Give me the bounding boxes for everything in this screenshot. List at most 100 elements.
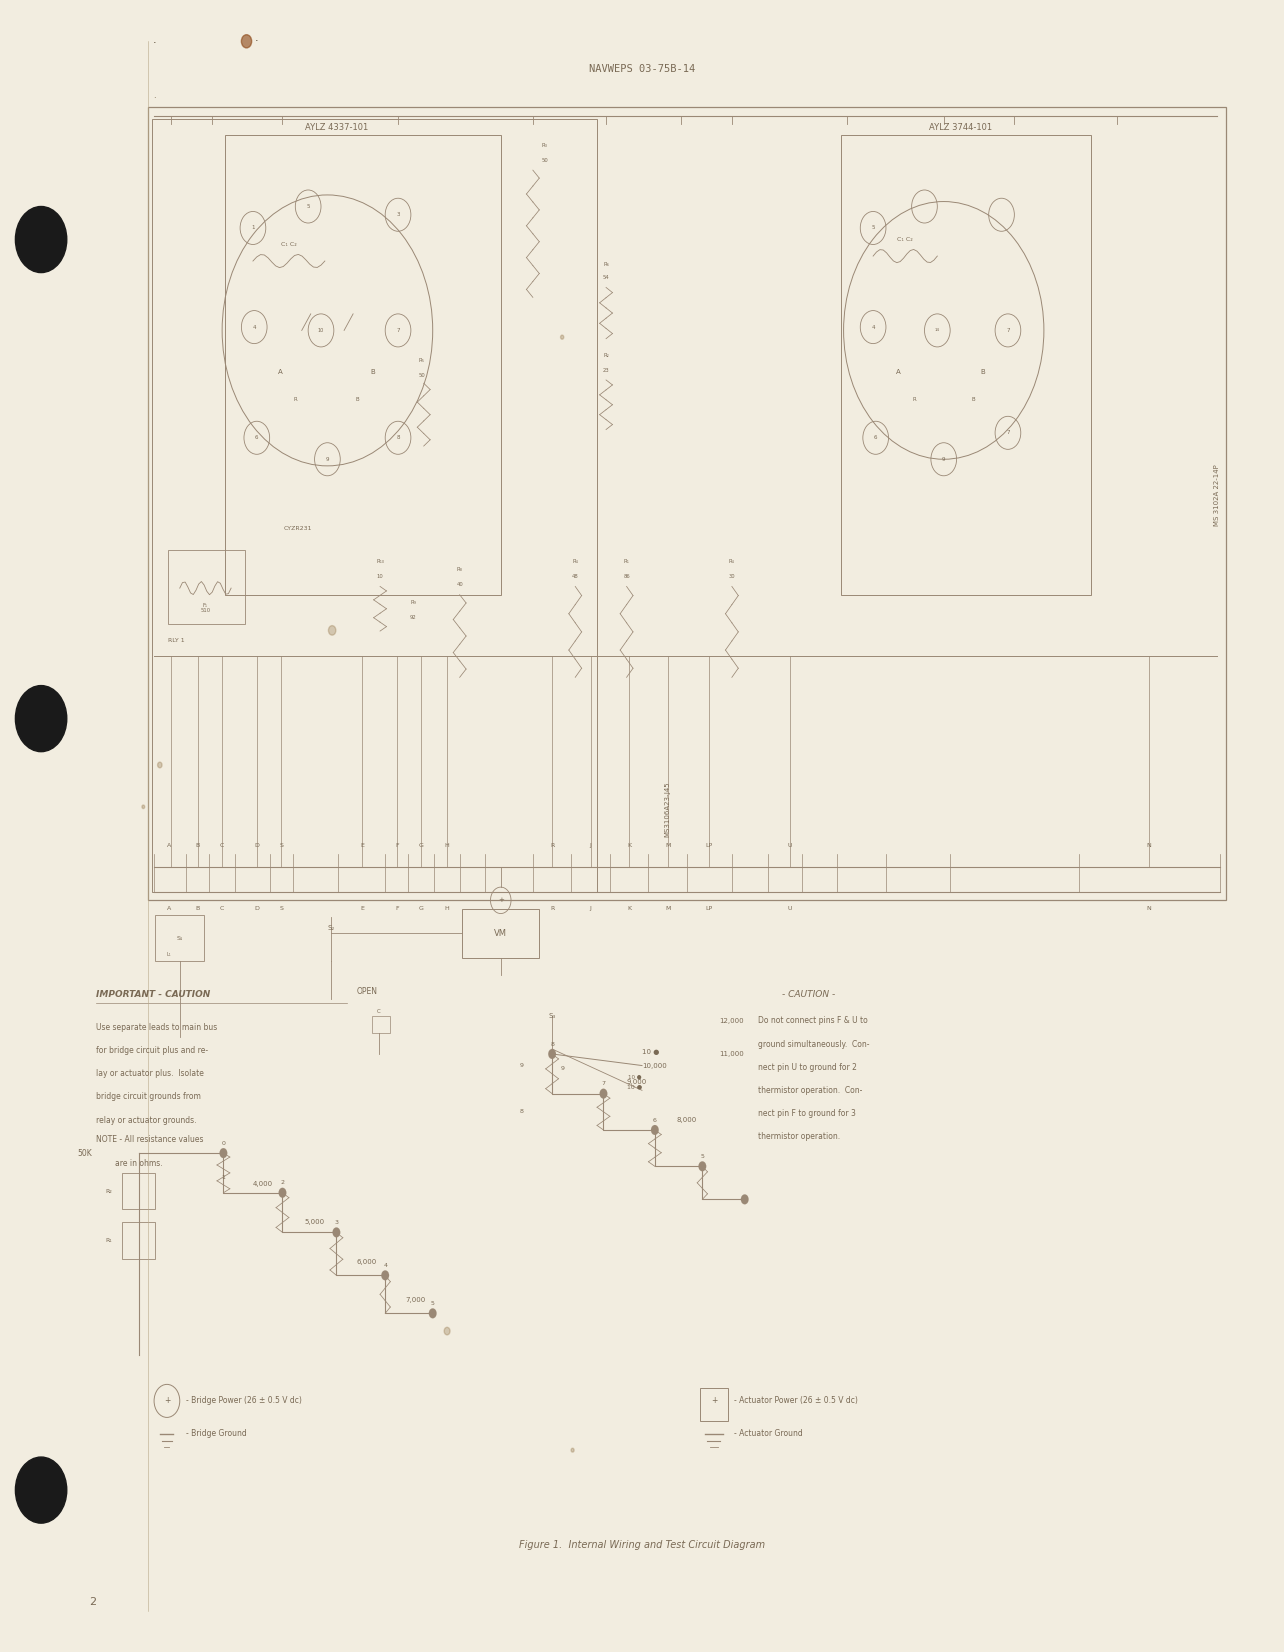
Circle shape (279, 1188, 286, 1198)
Text: relay or actuator grounds.: relay or actuator grounds. (96, 1115, 196, 1125)
Text: 1: 1 (221, 1175, 226, 1181)
Text: F₁
510: F₁ 510 (200, 603, 211, 613)
Text: 5: 5 (430, 1300, 435, 1307)
Text: VM: VM (494, 928, 507, 938)
Text: B: B (972, 396, 975, 403)
Bar (148, 107, 1226, 900)
Circle shape (241, 35, 252, 48)
Circle shape (698, 1161, 706, 1171)
Bar (462, 909, 539, 958)
Text: MS 3102A 22-14P: MS 3102A 22-14P (1215, 464, 1220, 527)
Text: S: S (279, 843, 284, 849)
Text: 9: 9 (560, 1066, 565, 1072)
Text: 10 ●: 10 ● (628, 1074, 642, 1080)
Text: R: R (913, 396, 915, 403)
Text: 40: 40 (456, 582, 464, 588)
Text: 8: 8 (397, 434, 399, 441)
Text: ·: · (153, 94, 155, 104)
Text: D: D (254, 843, 259, 849)
Text: 9: 9 (520, 1062, 524, 1069)
Circle shape (571, 1449, 574, 1452)
Text: 4,000: 4,000 (253, 1181, 273, 1188)
Text: R₃: R₃ (542, 142, 548, 149)
Circle shape (329, 626, 336, 634)
Circle shape (15, 686, 67, 752)
Text: NAVWEPS 03-75B-14: NAVWEPS 03-75B-14 (589, 64, 695, 74)
Circle shape (600, 1089, 607, 1099)
Text: 9: 9 (942, 456, 945, 463)
Text: 6: 6 (256, 434, 258, 441)
Text: A: A (896, 368, 901, 375)
Text: ·: · (256, 36, 258, 46)
Text: K: K (627, 905, 632, 912)
Text: CYZR231: CYZR231 (284, 525, 312, 532)
Text: J: J (589, 843, 592, 849)
Text: 9: 9 (326, 456, 329, 463)
Text: thermistor operation.  Con-: thermistor operation. Con- (758, 1085, 862, 1095)
Text: bridge circuit grounds from: bridge circuit grounds from (96, 1092, 202, 1102)
Bar (168, 550, 245, 624)
Text: NOTE - All resistance values: NOTE - All resistance values (96, 1135, 204, 1145)
Text: R₁: R₁ (624, 558, 629, 565)
Text: 7: 7 (1007, 430, 1009, 436)
Circle shape (381, 1270, 389, 1280)
Text: 50: 50 (419, 372, 425, 378)
Text: 10: 10 (376, 573, 384, 580)
Text: MS3106A23-J45: MS3106A23-J45 (665, 781, 670, 838)
Text: Do not connect pins F & U to: Do not connect pins F & U to (758, 1016, 867, 1026)
Text: 6: 6 (652, 1117, 657, 1123)
Text: S₁: S₁ (177, 935, 182, 942)
Text: K: K (627, 843, 632, 849)
Bar (152, 119, 597, 892)
Text: E: E (360, 843, 365, 849)
Text: 4: 4 (872, 324, 874, 330)
Bar (122, 1222, 155, 1259)
Text: 14: 14 (935, 329, 940, 332)
Text: 92: 92 (410, 615, 417, 621)
Text: 4: 4 (383, 1262, 388, 1269)
Text: +: + (498, 897, 503, 904)
Text: F: F (395, 843, 398, 849)
Bar (225, 135, 501, 595)
Text: C: C (377, 1008, 380, 1014)
Text: ·: · (153, 38, 155, 48)
Text: 5: 5 (872, 225, 874, 231)
Bar (155, 915, 204, 961)
Text: R₅: R₅ (419, 357, 425, 363)
Text: 5: 5 (700, 1153, 705, 1160)
Text: H: H (444, 843, 449, 849)
Text: R₈: R₈ (457, 567, 462, 573)
Text: Figure 1.  Internal Wiring and Test Circuit Diagram: Figure 1. Internal Wiring and Test Circu… (519, 1540, 765, 1550)
Text: 2: 2 (89, 1597, 96, 1607)
Text: S₃: S₃ (548, 1013, 556, 1019)
Text: 50K: 50K (78, 1148, 92, 1158)
Text: 7: 7 (1007, 327, 1009, 334)
Circle shape (561, 335, 564, 339)
Text: N: N (1147, 905, 1152, 912)
Text: 5,000: 5,000 (304, 1219, 325, 1226)
Text: 0: 0 (221, 1140, 226, 1146)
Text: nect pin U to ground for 2: nect pin U to ground for 2 (758, 1062, 856, 1072)
Text: are in ohms.: are in ohms. (96, 1158, 163, 1168)
Text: lay or actuator plus.  Isolate: lay or actuator plus. Isolate (96, 1069, 204, 1079)
Text: 10: 10 (318, 327, 324, 334)
Text: R₆: R₆ (603, 261, 609, 268)
Text: E: E (360, 905, 365, 912)
Bar (841, 135, 1091, 595)
Text: B: B (370, 368, 375, 375)
Text: D: D (254, 905, 259, 912)
Text: R₂: R₂ (603, 352, 609, 358)
Circle shape (548, 1049, 556, 1059)
Text: +: + (711, 1396, 716, 1406)
Text: C₁ C₂: C₁ C₂ (281, 241, 297, 248)
Text: 6: 6 (874, 434, 877, 441)
Circle shape (15, 1457, 67, 1523)
Text: 6,000: 6,000 (357, 1259, 377, 1265)
Circle shape (158, 762, 162, 768)
Circle shape (220, 1148, 227, 1158)
Text: 1: 1 (252, 225, 254, 231)
Text: J: J (589, 905, 592, 912)
Text: U: U (787, 905, 792, 912)
Text: M: M (665, 905, 670, 912)
Text: 7,000: 7,000 (406, 1297, 426, 1303)
